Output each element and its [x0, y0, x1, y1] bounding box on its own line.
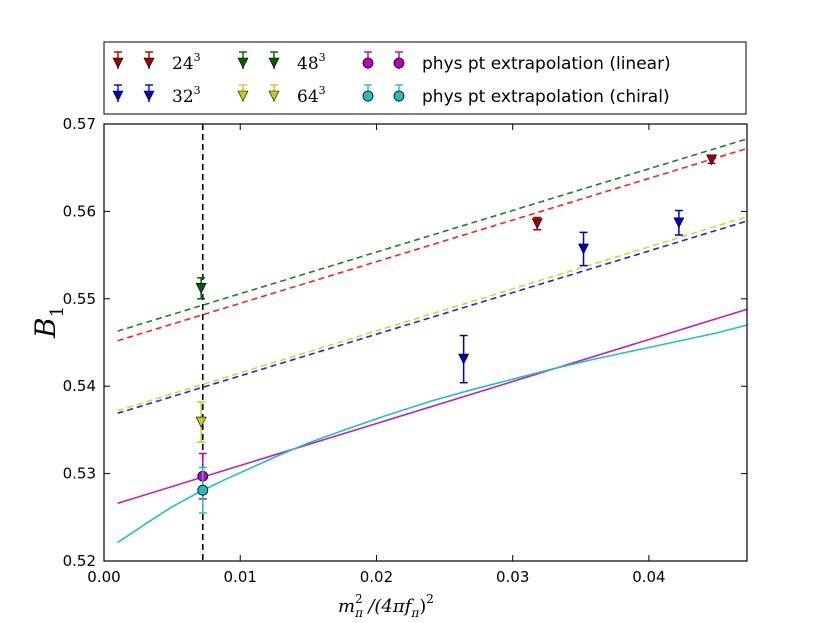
point-64-0-marker — [196, 417, 206, 427]
y-tick-label: 0.57 — [63, 115, 96, 133]
legend-entry-64-label-sup: 3 — [319, 84, 326, 97]
point-32-1-marker — [579, 244, 589, 254]
y-tick-label: 0.56 — [63, 202, 96, 220]
x-tick-label: 0.02 — [360, 568, 393, 586]
point-24-0-marker — [532, 219, 542, 229]
x-axis-label: mπ2 /(4πfπ)2 — [338, 592, 434, 620]
y-axis-label-main: B — [29, 317, 62, 339]
svg-text:B1: B1 — [29, 306, 68, 339]
legend-entry-linear-label: phys pt extrapolation (linear) — [422, 54, 671, 74]
plot-frame — [104, 124, 747, 561]
x-tick-label: 0.01 — [224, 568, 257, 586]
point-32-2-marker — [674, 218, 684, 228]
plot-area: 0.00 0.01 0.02 0.03 0.04 0.52 0.53 0.54 0.55 0.56… — [63, 115, 747, 586]
legend-entry-32-label-sup: 3 — [194, 84, 201, 97]
x-axis-label-sup: 2 — [355, 592, 363, 606]
legend-entry-48-label-sup: 3 — [319, 51, 326, 64]
point-48-0-marker — [196, 283, 206, 293]
legend-entry-linear-sample-1-marker — [394, 58, 404, 68]
legend-entry-24-label-sup: 3 — [194, 51, 201, 64]
chart-canvas: 0.00 0.01 0.02 0.03 0.04 0.52 0.53 0.54 0.55 0.56… — [0, 0, 830, 623]
x-axis-label-sup2: 2 — [426, 592, 434, 606]
point-32-0-marker — [459, 354, 469, 364]
legend-entry-24-label-base: 24 — [172, 54, 194, 74]
fit-line-24 — [118, 148, 747, 340]
extrapolation-curve-linear — [118, 309, 747, 503]
y-tick-label: 0.52 — [63, 552, 96, 570]
fit-line-64 — [118, 217, 747, 411]
y-tick-label: 0.53 — [63, 465, 96, 483]
legend-entry-32-label-base: 32 — [172, 87, 194, 107]
legend-entry-chiral-sample-1-marker — [394, 91, 404, 101]
svg-text:mπ2 /(4πfπ)2: mπ2 /(4πfπ)2 — [338, 592, 434, 620]
fit-line-32 — [118, 221, 747, 413]
legend-entry-64-label-base: 64 — [297, 87, 319, 107]
legend-entry-chiral-sample-0-marker — [363, 91, 373, 101]
x-tick-label: 0.04 — [632, 568, 665, 586]
x-tick-label: 0.03 — [496, 568, 529, 586]
legend-entry-48-label-base: 48 — [297, 54, 319, 74]
x-axis-label-mid: /(4πf — [363, 596, 415, 617]
x-axis-label-end: ) — [419, 596, 426, 617]
extrapolation-curve-chiral — [118, 325, 747, 543]
legend-entry-chiral-label: phys pt extrapolation (chiral) — [422, 87, 670, 107]
y-axis-label-sub: 1 — [47, 306, 68, 317]
plot-series-layer — [118, 124, 747, 561]
y-tick-label: 0.55 — [63, 290, 96, 308]
y-tick-label: 0.54 — [63, 377, 96, 395]
x-axis-label-m: m — [338, 596, 355, 617]
fit-line-48 — [118, 139, 747, 331]
y-axis-label: B1 — [29, 306, 68, 339]
legend-entry-linear-sample-0-marker — [363, 58, 373, 68]
x-tick-label: 0.00 — [87, 568, 120, 586]
point-chiral-0-marker — [198, 485, 208, 495]
